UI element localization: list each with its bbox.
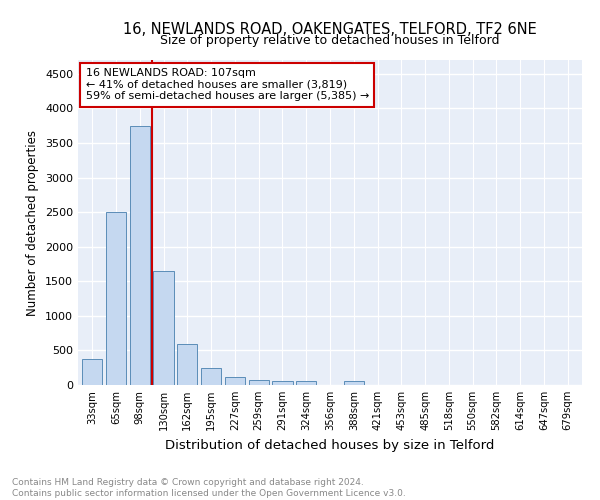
Y-axis label: Number of detached properties: Number of detached properties — [26, 130, 40, 316]
Bar — [225, 378, 245, 385]
Bar — [154, 271, 173, 385]
Bar — [296, 381, 316, 385]
Bar — [106, 212, 126, 385]
Bar — [248, 380, 269, 385]
Text: 16, NEWLANDS ROAD, OAKENGATES, TELFORD, TF2 6NE: 16, NEWLANDS ROAD, OAKENGATES, TELFORD, … — [123, 22, 537, 38]
Bar — [201, 368, 221, 385]
Text: 16 NEWLANDS ROAD: 107sqm
← 41% of detached houses are smaller (3,819)
59% of sem: 16 NEWLANDS ROAD: 107sqm ← 41% of detach… — [86, 68, 369, 102]
Text: Contains HM Land Registry data © Crown copyright and database right 2024.
Contai: Contains HM Land Registry data © Crown c… — [12, 478, 406, 498]
Bar — [177, 344, 197, 385]
Bar — [272, 381, 293, 385]
Bar — [344, 381, 364, 385]
Text: Size of property relative to detached houses in Telford: Size of property relative to detached ho… — [160, 34, 500, 47]
Bar — [130, 126, 150, 385]
Bar — [82, 358, 103, 385]
X-axis label: Distribution of detached houses by size in Telford: Distribution of detached houses by size … — [166, 438, 494, 452]
